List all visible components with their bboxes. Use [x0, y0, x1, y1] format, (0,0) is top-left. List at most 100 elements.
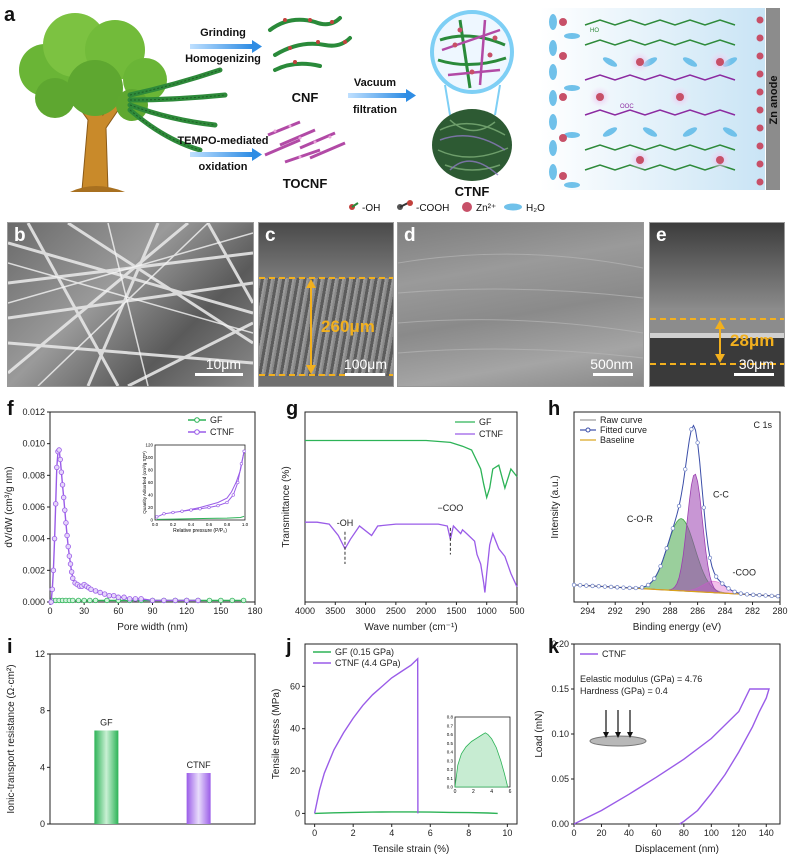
raw-data-point — [652, 576, 657, 581]
x-tick-label: 286 — [690, 606, 705, 616]
tree-illustration — [19, 13, 167, 192]
x-tick-label: 0 — [571, 828, 576, 838]
data-point — [58, 469, 65, 475]
data-point — [64, 532, 70, 539]
inset-y-tick: 0.2 — [447, 767, 454, 772]
data-point — [63, 520, 69, 526]
y-tick-label: 60 — [290, 681, 300, 691]
inset-point — [239, 462, 243, 466]
x-tick-label: 2000 — [416, 606, 436, 616]
cellulose-chains — [584, 19, 736, 171]
inset-x-tick: 0.0 — [152, 522, 159, 527]
data-point — [115, 594, 122, 600]
data-point — [87, 597, 93, 604]
y-tick-label: 8 — [40, 706, 45, 716]
inset-gf-curve — [156, 515, 245, 520]
data-point — [92, 597, 99, 604]
raw-data-point — [769, 593, 774, 598]
inset-point — [231, 493, 235, 497]
data-point — [59, 482, 66, 488]
raw-data-point — [571, 582, 577, 588]
inset-point — [225, 500, 229, 505]
data-point — [67, 561, 74, 567]
x-tick-label: 3000 — [356, 606, 376, 616]
bar-ctnf — [186, 773, 211, 824]
series-line-ctnf — [305, 521, 518, 593]
inset-point — [189, 508, 193, 512]
x-tick-label: 292 — [608, 606, 623, 616]
load-displacement-curve — [573, 688, 770, 825]
inset-y-tick: 80 — [148, 468, 154, 473]
y-tick-label: 0.012 — [22, 407, 45, 417]
x-tick-label: 90 — [147, 606, 157, 616]
hardness-annotation: Hardness (GPa) = 0.4 — [580, 686, 668, 696]
oh-annotation: -OH — [337, 518, 354, 528]
y-axis-label: Intensity (a.u.) — [550, 475, 561, 538]
sem-image-b: b 10μm — [7, 222, 254, 387]
coo-annotation: −COO — [437, 503, 463, 513]
y-tick-label: 0 — [40, 819, 45, 829]
x-tick-label: 500 — [509, 606, 524, 616]
raw-data-point — [726, 586, 731, 591]
tocnf-fibers — [264, 120, 346, 164]
glass-fiber-texture — [8, 223, 253, 386]
modulus-annotation: Eelastic modulus (GPa) = 4.76 — [580, 674, 702, 684]
panel-label-i: i — [7, 636, 13, 658]
y-tick-label: 40 — [290, 724, 300, 734]
chart-f-pore-distribution: 0 30 60 90 120 150 1800.0000.0020.0040.0060.00… — [4, 407, 263, 632]
vacuum-label: Vacuum — [354, 77, 396, 89]
data-point — [57, 456, 63, 463]
y-tick-label: 0.010 — [22, 439, 45, 449]
data-point — [206, 597, 213, 604]
scale-bar-e — [734, 373, 774, 376]
y-tick-label: 4 — [40, 762, 45, 772]
raw-data-point — [664, 546, 669, 551]
y-tick-label: 20 — [290, 766, 300, 776]
data-point — [111, 592, 117, 599]
data-point — [229, 597, 235, 604]
chart-g-ftir: 4000 3500 3000 2500 2000 1500 1000 500 Wave numb… — [281, 411, 525, 632]
zn-anode-label: Zn anode — [768, 76, 780, 125]
scale-bar-b — [195, 373, 243, 376]
raw-data-point — [720, 581, 725, 586]
chart-title: C 1s — [753, 420, 772, 430]
panel-label-c: c — [265, 225, 276, 246]
data-point — [104, 597, 110, 604]
x-tick-label: 150 — [213, 606, 228, 616]
data-point — [54, 464, 60, 471]
inset-x-tick: 0.6 — [206, 522, 213, 527]
raw-data-point — [608, 584, 614, 590]
filtration-label: filtration — [353, 104, 397, 116]
legend-label: GF — [479, 417, 492, 427]
data-point — [70, 575, 76, 581]
x-tick-label: 6 — [428, 828, 433, 838]
inset-x-tick: 6 — [509, 789, 512, 795]
peak-label-c-c: C-C — [713, 490, 729, 500]
tempo-arrow — [190, 148, 262, 161]
series-line-0 — [314, 811, 498, 815]
data-point — [52, 501, 59, 507]
raw-data-point — [751, 592, 756, 597]
x-tick-label: 20 — [596, 828, 606, 838]
raw-data-point — [676, 503, 682, 509]
data-point — [161, 597, 167, 604]
x-axis-label: Displacement (nm) — [635, 844, 719, 854]
sem-image-e: e 28μm 30μm — [649, 222, 785, 387]
x-tick-label: 2500 — [386, 606, 406, 616]
y-tick-label: 12 — [35, 649, 45, 659]
data-point — [132, 596, 139, 602]
legend-marker — [194, 417, 200, 423]
panel-label-e: e — [656, 225, 667, 246]
y-tick-label: 0.000 — [22, 597, 45, 607]
inset-x-tick: 0 — [454, 789, 457, 795]
thickness-marker-e — [650, 318, 784, 365]
legend-cooh: -COOH — [416, 203, 449, 214]
data-point — [121, 594, 127, 600]
cnf-fibers — [268, 16, 352, 72]
plot-frame — [573, 411, 781, 603]
series-line-1 — [313, 657, 419, 814]
x-tick-label: 120 — [731, 828, 746, 838]
x-tick-label: 60 — [651, 828, 661, 838]
x-tick-label: 100 — [704, 828, 719, 838]
data-point — [81, 597, 87, 604]
